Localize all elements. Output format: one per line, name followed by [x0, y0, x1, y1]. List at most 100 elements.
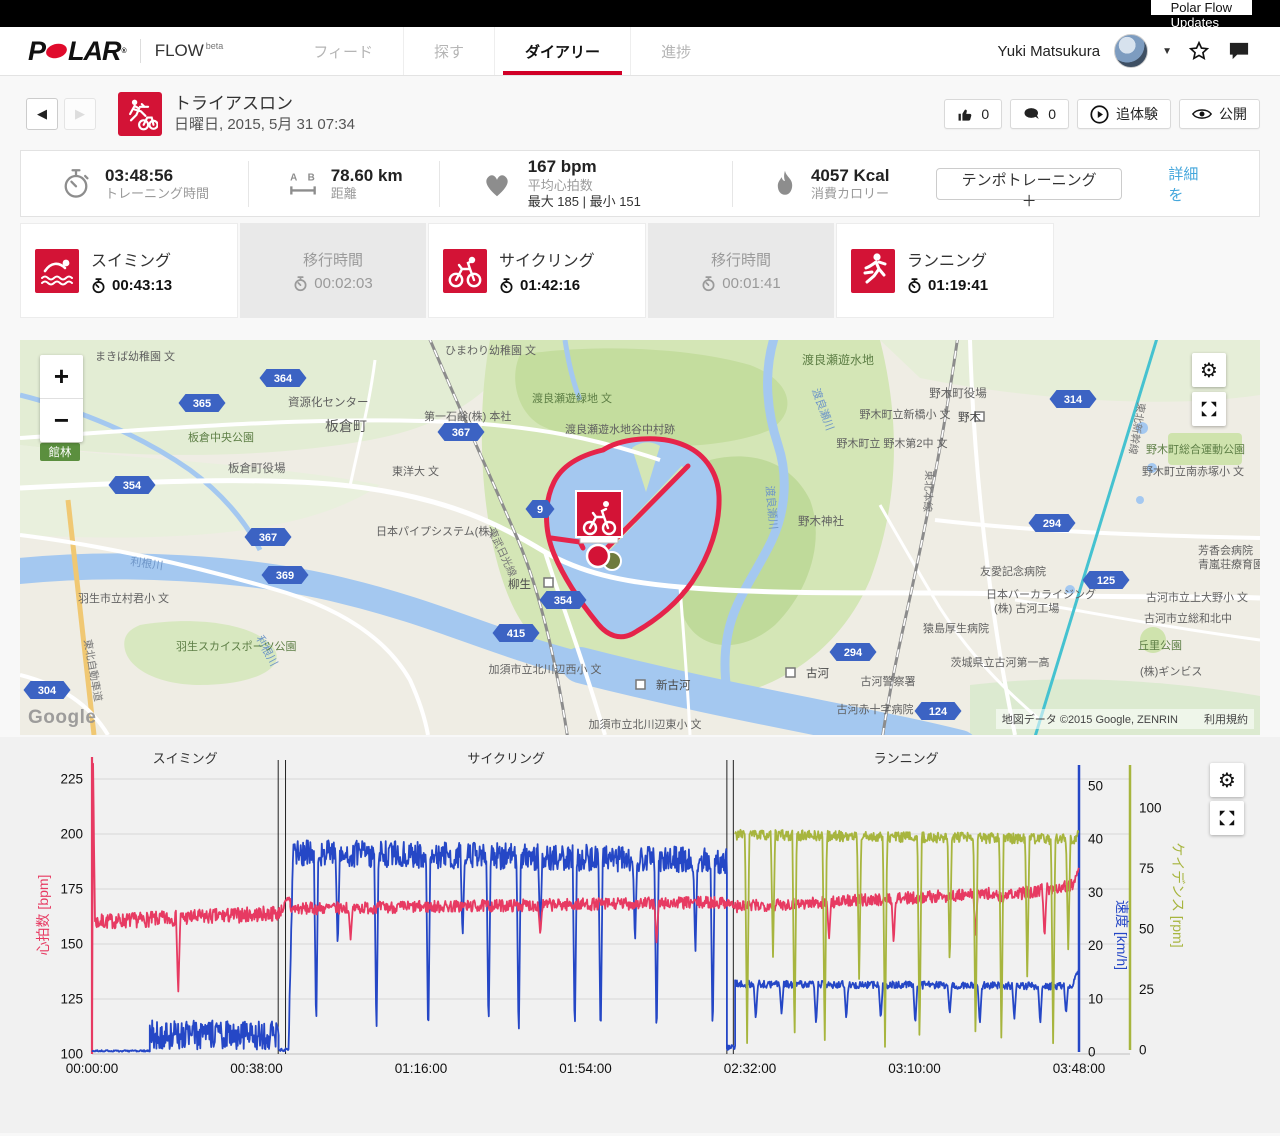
map-label: 日本バーカライジング: [986, 587, 1096, 601]
map-label: 板倉町: [325, 418, 367, 434]
map-route-badge: 415: [492, 624, 540, 642]
map-route-badge: 354: [539, 591, 587, 609]
zoom-in-button[interactable]: +: [40, 355, 83, 399]
map-route-badge: 294: [829, 643, 877, 661]
terms-link[interactable]: 利用規約: [1204, 714, 1248, 726]
segment-transition-1: 移行時間 00:02:03: [240, 223, 426, 318]
speed-tick-label: 20: [1088, 938, 1103, 953]
registered-mark: ®: [121, 47, 127, 55]
speed-tick-label: 10: [1088, 991, 1103, 1006]
svg-text:9: 9: [537, 504, 543, 516]
map-label: 茨城県立古河第一高: [951, 655, 1050, 669]
speed-tick-label: 0: [1088, 1045, 1096, 1060]
expand-icon: [1201, 401, 1217, 417]
map-fullscreen-button[interactable]: [1192, 392, 1226, 426]
zoom-out-button[interactable]: −: [53, 405, 70, 435]
comment-button[interactable]: 0: [1010, 99, 1069, 129]
distance-label: 距離: [330, 186, 357, 201]
segments-row: スイミング 00:43:13 移行時間 00:02:03 サイクリング: [20, 223, 1260, 318]
chart-settings-button[interactable]: ⚙: [1210, 763, 1244, 797]
running-icon: [851, 248, 895, 293]
cadence-tick-label: 100: [1139, 801, 1162, 816]
segment-time: 00:02:03: [293, 275, 373, 292]
svg-text:415: 415: [507, 628, 525, 640]
map-route-badge: 9: [525, 500, 555, 518]
stopwatch-icon: [64, 168, 89, 198]
segment-running[interactable]: ランニング 01:19:41: [836, 223, 1054, 318]
map-label: 古河: [806, 666, 829, 680]
map-label: 古河市立総和北中: [1144, 611, 1232, 625]
heart-rate-value: 167 bpm: [527, 157, 597, 177]
activity-header: ◀ ▶ トライアスロン 日曜日, 2015, 5月 31 07:34 0 0 追…: [0, 76, 1280, 150]
relive-button[interactable]: 追体験: [1077, 99, 1171, 129]
visibility-button[interactable]: 公開: [1179, 99, 1260, 129]
cadence-tick-label: 50: [1139, 922, 1154, 937]
hr-tick-label: 125: [60, 992, 83, 1007]
route-map[interactable]: 365 364 354 367 367 369 304 354 415 9 294 294 314 125…: [20, 340, 1260, 735]
summary-heart-rate: 167 bpm 平均心拍数 最大 185 | 最小 151: [438, 157, 732, 209]
previous-activity-button[interactable]: ◀: [26, 98, 58, 130]
svg-text:294: 294: [1043, 518, 1062, 530]
details-link[interactable]: 詳細を: [1168, 165, 1199, 204]
comment-count: 0: [1048, 106, 1056, 122]
svg-text:125: 125: [1097, 575, 1115, 587]
x-tick-label: 03:10:00: [888, 1061, 941, 1076]
svg-text:124: 124: [929, 706, 948, 718]
svg-text:B: B: [307, 172, 314, 183]
speed-tick-label: 30: [1088, 885, 1103, 900]
tempo-training-button[interactable]: テンポトレーニング＋: [935, 167, 1123, 210]
topbar-tab-updates[interactable]: Updates: [1170, 15, 1219, 30]
nav-item-progress[interactable]: 進捗: [630, 27, 721, 75]
stopwatch-icon: [92, 277, 105, 293]
map-city-badge: 館林: [40, 443, 80, 461]
nav-item-diary[interactable]: ダイアリー: [494, 27, 630, 75]
segment-swimming[interactable]: スイミング 00:43:13: [20, 223, 238, 318]
map-label: 加須市立北川辺西小 文: [488, 662, 601, 676]
x-tick-label: 00:38:00: [230, 1061, 283, 1076]
session-marker[interactable]: [575, 490, 623, 571]
logo-o-mark: [46, 42, 67, 60]
hr-tick-label: 100: [60, 1047, 83, 1062]
favorites-star-icon[interactable]: [1186, 38, 1212, 64]
series-km/h: [91, 839, 1080, 1053]
chevron-down-icon[interactable]: ▼: [1162, 45, 1172, 57]
like-button[interactable]: 0: [944, 99, 1003, 129]
messages-icon[interactable]: [1226, 38, 1252, 64]
cadence-tick-label: 25: [1139, 982, 1154, 997]
map-label: 資源化センター: [288, 395, 369, 409]
map-settings-button[interactable]: ⚙: [1192, 353, 1226, 387]
calories-value: 4057 Kcal: [810, 165, 890, 185]
chart-fullscreen-button[interactable]: [1210, 801, 1244, 835]
thumbs-up-icon: [958, 109, 972, 121]
svg-text:A: A: [290, 172, 297, 183]
next-activity-button[interactable]: ▶: [64, 98, 96, 130]
svg-text:365: 365: [193, 398, 211, 410]
topbar-tab-polar-flow[interactable]: Polar Flow: [1150, 0, 1252, 15]
segment-cycling[interactable]: サイクリング 01:42:16: [428, 223, 646, 318]
map-route-badge: 125: [1082, 571, 1130, 589]
training-chart[interactable]: スイミング サイクリング ランニング 100 125 150 175 200 225 0 10 20 3…: [20, 737, 1260, 1095]
nav-item-feed[interactable]: フィード: [313, 43, 374, 61]
nav-item-explore[interactable]: 探す: [403, 27, 494, 75]
swimming-icon: [35, 248, 79, 293]
eye-icon: [1192, 109, 1212, 119]
product-name: FLOW beta: [155, 41, 224, 61]
polar-logo[interactable]: P LAR ®: [28, 36, 127, 67]
stopwatch-icon: [500, 277, 513, 293]
map-attribution: 地図データ ©2015 Google, ZENRIN 利用規約: [995, 709, 1254, 729]
svg-text:354: 354: [123, 480, 142, 492]
segment-time-value: 00:01:41: [722, 275, 781, 292]
axis-title: 心拍数 [bpm]: [35, 875, 51, 956]
duration-value: 03:48:56: [105, 165, 174, 185]
cadence-tick-label: 0: [1139, 1043, 1147, 1058]
user-name[interactable]: Yuki Matsukura: [997, 42, 1101, 60]
avatar[interactable]: [1114, 34, 1149, 68]
map-route-badge: 314: [1049, 390, 1097, 408]
map-zoom-control: + −: [40, 355, 83, 442]
map-label: 野木: [958, 411, 981, 424]
map-route-badge: 124: [914, 702, 962, 720]
svg-text:354: 354: [554, 595, 573, 607]
